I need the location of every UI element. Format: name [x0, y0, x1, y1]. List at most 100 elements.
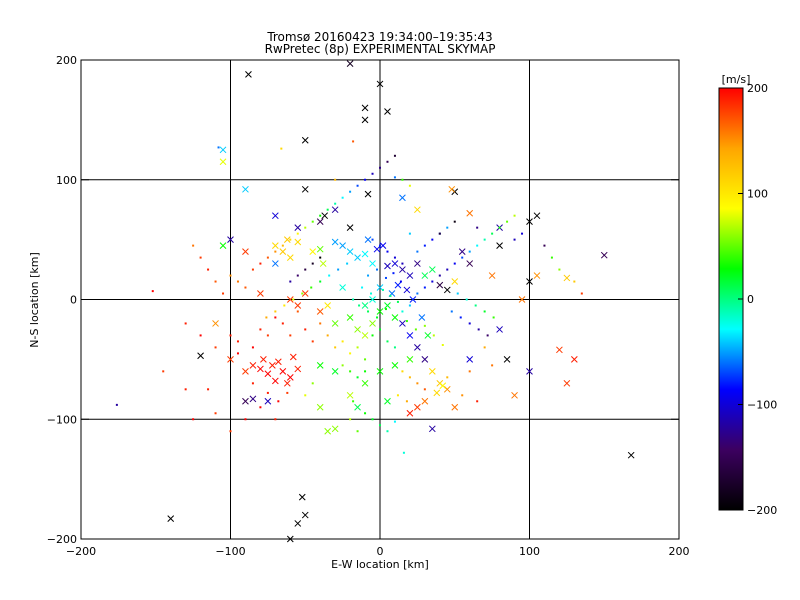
- scatter-point-dot: [438, 274, 441, 277]
- scatter-point-dot: [416, 292, 419, 295]
- scatter-point-dot: [401, 262, 404, 265]
- scatter-point-x: [274, 358, 282, 366]
- scatter-point-x: [451, 403, 459, 411]
- scatter-point-x: [414, 260, 421, 267]
- scatter-point-x: [294, 520, 302, 527]
- scatter-point-x: [466, 260, 474, 267]
- scatter-point-x: [421, 397, 429, 405]
- colorbar-tick-label: −100: [747, 399, 777, 412]
- chart-subtitle: RwPretec (8p) EXPERIMENTAL SKYMAP: [265, 42, 496, 56]
- scatter-point-x: [503, 356, 511, 363]
- scatter-point-dot: [192, 418, 195, 421]
- scatter-point-dot: [521, 232, 524, 235]
- scatter-point-dot: [229, 274, 232, 277]
- scatter-point-dot: [214, 280, 217, 283]
- scatter-point-dot: [379, 328, 381, 331]
- colorbar-ticks: 200 100 0 −100 −200: [738, 82, 777, 517]
- scatter-point-dot: [352, 298, 355, 301]
- scatter-point-dot: [319, 322, 322, 325]
- scatter-point-dot: [379, 166, 381, 169]
- scatter-point-dot: [432, 334, 435, 337]
- scatter-point-dot: [259, 262, 262, 265]
- scatter-point-dot: [401, 310, 404, 313]
- scatter-point-dot: [476, 226, 479, 229]
- scatter-point-dot: [289, 280, 292, 283]
- scatter-point-x: [249, 362, 257, 369]
- scatter-point-x: [526, 367, 533, 375]
- grid-lines: [81, 60, 679, 539]
- scatter-point-dot: [304, 394, 307, 397]
- scatter-point-dot: [259, 328, 262, 331]
- scatter-point-dot: [453, 262, 456, 265]
- scatter-point-x: [331, 206, 339, 214]
- x-tick-label: −100: [215, 545, 245, 558]
- plot-area: −200 −100 0 100 200 −200 −100 0 100 200: [47, 54, 690, 558]
- scatter-point-x: [399, 194, 406, 202]
- scatter-point-dot: [207, 268, 210, 271]
- scatter-point-dot: [251, 346, 254, 349]
- scatter-point-dot: [431, 280, 434, 283]
- scatter-point-dot: [558, 268, 561, 271]
- scatter-point-x: [249, 395, 257, 403]
- scatter-point-dot: [311, 220, 314, 223]
- scatter-point-x: [443, 385, 451, 393]
- scatter-point-x: [271, 377, 279, 385]
- scatter-point-x: [197, 352, 204, 360]
- scatter-point-x: [556, 346, 563, 354]
- x-tick-label: 200: [669, 545, 690, 558]
- scatter-point-dot: [266, 391, 269, 394]
- scatter-point-x: [286, 254, 294, 261]
- scatter-point-x: [294, 238, 302, 246]
- scatter-point-x: [289, 353, 297, 361]
- scatter-point-dot: [376, 316, 379, 319]
- scatter-point-dot: [423, 388, 426, 391]
- scatter-point-dot: [349, 370, 352, 373]
- scatter-point-dot: [491, 364, 494, 367]
- scatter-point-dot: [334, 178, 337, 181]
- scatter-point-x: [533, 272, 541, 279]
- scatter-point-dot: [580, 292, 583, 295]
- scatter-point-dot: [251, 268, 254, 271]
- scatter-point-x: [361, 104, 369, 112]
- colorbar-tick-label: 0: [747, 293, 754, 306]
- scatter-point-x: [279, 367, 287, 375]
- scatter-point-dot: [392, 272, 395, 275]
- scatter-point-x: [301, 136, 309, 144]
- scatter-point-x: [428, 425, 436, 433]
- scatter-point-dot: [468, 250, 471, 253]
- scatter-point-dot: [296, 232, 299, 235]
- scatter-point-dot: [384, 276, 387, 279]
- x-tick-label: 0: [377, 545, 384, 558]
- x-tick-label: 100: [519, 545, 540, 558]
- scatter-point-dot: [370, 292, 373, 295]
- scatter-point-x: [319, 260, 327, 267]
- scatter-point-x: [433, 389, 441, 397]
- scatter-point-dot: [326, 208, 329, 211]
- colorbar-tick-label: −200: [747, 504, 777, 517]
- scatter-point-dot: [492, 316, 495, 319]
- colorbar-tick-label: 100: [747, 188, 768, 201]
- scatter-point-dot: [401, 178, 404, 181]
- scatter-point-dot: [384, 308, 387, 311]
- scatter-point-dot: [364, 178, 367, 181]
- scatter-point-dot: [393, 154, 396, 157]
- scatter-point-x: [339, 242, 346, 249]
- scatter-point-dot: [356, 430, 359, 433]
- scatter-point-x: [242, 248, 249, 255]
- y-tick-label: 0: [70, 294, 77, 307]
- scatter-point-x: [286, 373, 294, 381]
- scatter-point-dot: [573, 280, 576, 283]
- scatter-point-dot: [386, 430, 389, 433]
- scatter-point-dot: [337, 268, 340, 271]
- scatter-point-x: [346, 248, 354, 255]
- scatter-point-dot: [379, 244, 381, 247]
- scatter-point-x: [364, 236, 372, 243]
- scatter-point-dot: [386, 340, 389, 343]
- scatter-point-dot: [151, 290, 154, 293]
- scatter-point-dot: [304, 226, 307, 229]
- scatter-point-x: [331, 425, 339, 433]
- scatter-point-x: [354, 254, 361, 261]
- scatter-point-x: [496, 326, 503, 333]
- y-axis-label: N-S location [km]: [28, 252, 41, 348]
- scatter-point-dot: [283, 304, 286, 307]
